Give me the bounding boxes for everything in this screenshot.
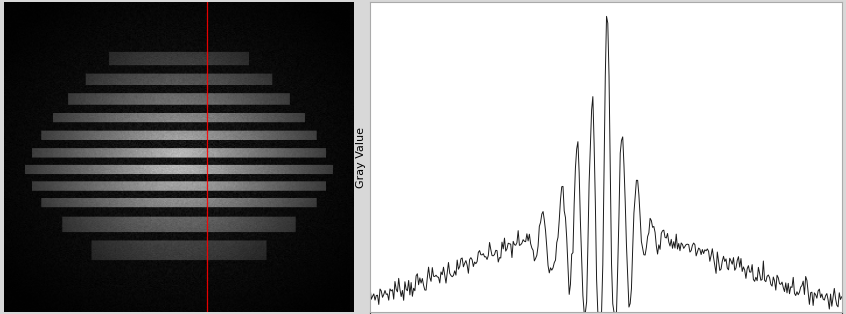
Y-axis label: Gray Value: Gray Value <box>356 127 366 187</box>
